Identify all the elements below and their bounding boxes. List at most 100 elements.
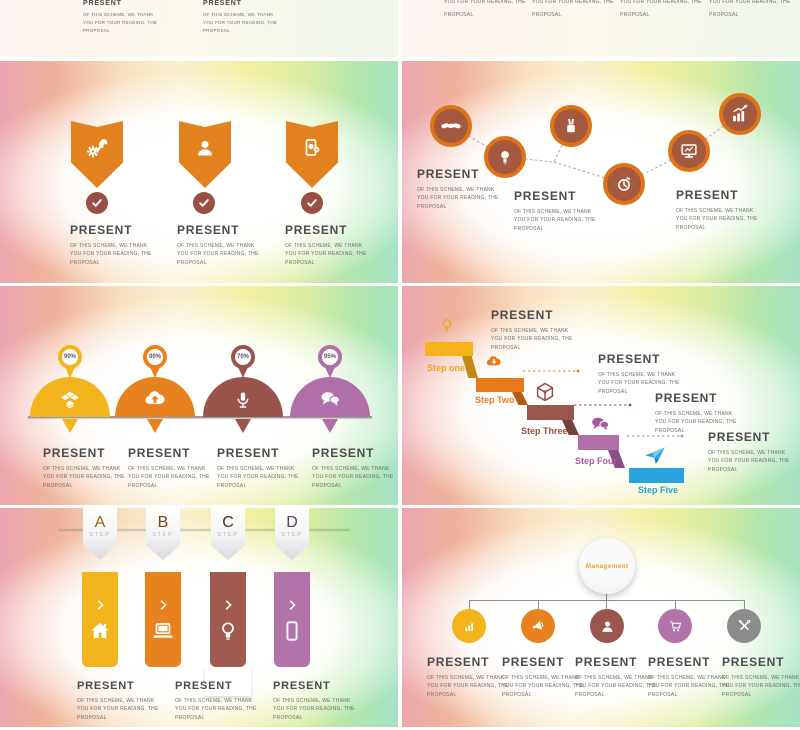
chevron-right-icon — [285, 598, 299, 612]
present-body-line: OF THIS SCHEME, WE THANK — [722, 675, 800, 681]
present-title: PRESENT — [676, 188, 739, 202]
present-title: PRESENT — [285, 223, 348, 237]
slide-thumb-5[interactable]: 90% 80% 70% 95% — [0, 286, 398, 505]
present-block: PRESENT OF THIS SCHEME, WE THANK YOU FOR Y… — [70, 223, 152, 267]
present-body-line: YOU FOR YOUR READING, THE — [708, 458, 790, 465]
present-body-line: OF THIS SCHEME, WE THANK — [128, 466, 206, 472]
pointer-triangle — [322, 419, 338, 433]
present-body-line: PROPOSAL — [43, 482, 73, 489]
present-title: PRESENT — [273, 680, 331, 692]
present-block: PRESENT OF THIS SCHEME, WE THANK YOU FOR Y… — [722, 655, 800, 699]
present-block: PRESENT OF THIS SCHEME, WE THANK YOU FOR Y… — [514, 189, 596, 233]
ribbon-header: D STEP — [275, 508, 309, 560]
timeline-node — [603, 163, 645, 205]
present-body-line: OF THIS SCHEME, WE THANK — [217, 466, 295, 472]
timeline-node — [484, 136, 526, 178]
slide-thumb-3[interactable]: PRESENT OF THIS SCHEME, WE THANK YOU FOR Y… — [0, 61, 398, 283]
white-card — [205, 666, 251, 696]
ribbon-sub-label: STEP — [152, 532, 174, 538]
present-body-line: YOU FOR YOUR READING, THE — [70, 251, 152, 258]
present-block: PRESENT OF THIS SCHEME, WE THANK YOU FOR Y… — [502, 655, 584, 699]
present-block: PRESENT OF THIS SCHEME, WE THANK YOU FOR Y… — [676, 188, 758, 232]
banner-pennant — [179, 121, 231, 188]
chat-bubbles-icon — [588, 412, 612, 436]
present-body-line: PROPOSAL — [312, 482, 342, 489]
present-title: PRESENT — [598, 352, 661, 366]
present-body-line: PROPOSAL — [203, 28, 230, 33]
present-body-line: OF THIS SCHEME, WE THANK — [417, 187, 495, 193]
microphone-icon — [231, 388, 255, 412]
present-body-line: PROPOSAL — [708, 466, 738, 473]
chevron-right-icon — [221, 598, 235, 612]
mobile-payment-icon — [300, 136, 324, 160]
present-body-line: YOU FOR YOUR READING, THE — [128, 474, 210, 481]
present-body-line: PROPOSAL — [273, 714, 303, 721]
present-body-line: PROPOSAL — [532, 12, 562, 18]
ribbon-hang-shadow — [58, 529, 350, 531]
present-body-line: PROPOSAL — [491, 344, 521, 351]
present-body-line: YOU FOR YOUR READING, THE — [273, 706, 355, 713]
step-bar — [476, 378, 524, 392]
connector-line — [744, 600, 745, 609]
present-body-line: OF THIS SCHEME, WE THANK — [285, 243, 363, 249]
present-body-line: OF THIS SCHEME, WE THANK — [273, 698, 351, 704]
present-body-line: PROPOSAL — [655, 427, 685, 434]
present-body-line: OF THIS SCHEME, WE THANK — [514, 209, 592, 215]
present-body-line: YOU FOR YOUR READING, THE — [514, 217, 596, 224]
present-title: PRESENT — [648, 655, 711, 669]
check-icon — [197, 196, 211, 210]
step-bar — [425, 342, 473, 356]
present-block: PRESENT OF THIS SCHEME, WE THANK YOU FOR Y… — [598, 352, 680, 396]
present-body-line: OF THIS SCHEME, WE THANK — [648, 675, 726, 681]
present-title: PRESENT — [722, 655, 785, 669]
present-body-line: PROPOSAL — [427, 691, 457, 698]
present-body-line: PROPOSAL — [417, 203, 447, 210]
present-block: PRESENT OF THIS SCHEME, WE THANK YOU FOR Y… — [43, 446, 125, 490]
present-body-line: YOU FOR YOUR READING, THE — [722, 683, 800, 690]
present-body-line: PROPOSAL — [217, 482, 247, 489]
present-title: PRESENT — [655, 391, 718, 405]
ribbon — [82, 572, 118, 667]
present-body-line: OF THIS SCHEME, WE THANK — [676, 208, 754, 214]
slide-thumb-8[interactable]: Management — [402, 508, 800, 727]
step-label: Step Five — [638, 485, 679, 495]
present-body-line: PROPOSAL — [77, 714, 107, 721]
connector-line — [675, 600, 676, 609]
timeline-node — [719, 93, 761, 135]
present-body-line: OF THIS SCHEME, WE THANK — [43, 466, 121, 472]
connector-line — [538, 600, 539, 609]
present-body-line: PROPOSAL — [128, 482, 158, 489]
present-body-line: YOU FOR YOUR READING, THE — [502, 683, 584, 690]
lightbulb-icon — [215, 618, 241, 644]
ribbon-letter: C — [222, 514, 234, 531]
present-body-line: OF THIS SCHEME, WE THANK — [655, 411, 733, 417]
present-body-line: PROPOSAL — [444, 12, 474, 18]
percent-value: 95% — [318, 345, 342, 369]
present-block: PRESENT OF THIS SCHEME, WE THANK YOU FOR Y… — [128, 446, 210, 490]
present-title: PRESENT — [312, 446, 375, 460]
present-block: PRESENT OF THIS SCHEME, WE THANK YOU FOR Y… — [427, 655, 509, 699]
slide-thumb-4[interactable]: PRESENT OF THIS SCHEME, WE THANK YOU FOR Y… — [402, 61, 800, 283]
dome-shape — [115, 377, 195, 417]
tools-icon — [736, 618, 753, 635]
step-bar — [578, 435, 619, 450]
present-body-line: YOU FOR YOUR READING, THE — [444, 0, 526, 5]
present-block: PRESENT OF THIS SCHEME, WE THANK YOU FOR Y… — [708, 430, 790, 474]
slide-thumb-2[interactable]: YOU FOR YOUR READING, THE PROPOSAL YOU FO… — [402, 0, 800, 57]
present-title: PRESENT — [70, 223, 133, 237]
present-body-line: YOU FOR YOUR READING, THE — [312, 474, 394, 481]
present-block: YOU FOR YOUR READING, THE PROPOSAL — [532, 0, 614, 22]
slide-thumb-1[interactable]: PRESENT OF THIS SCHEME, WE THANK YOU FOR Y… — [0, 0, 398, 57]
present-body-line: PROPOSAL — [575, 691, 605, 698]
ribbon-letter: B — [157, 514, 169, 531]
present-body-line: PROPOSAL — [676, 224, 706, 231]
present-block: PRESENT OF THIS SCHEME, WE THANK YOU FOR Y… — [77, 680, 159, 722]
slide-thumb-6[interactable]: Step one Step Two Step Three Step Four S… — [402, 286, 800, 505]
present-body-line: YOU FOR YOUR READING, THE — [43, 474, 125, 481]
present-body-line: PROPOSAL — [285, 259, 315, 266]
chat-bubbles-icon — [317, 386, 343, 412]
slide-thumb-7[interactable]: A STEP B STEP C STEP D STEP PRESENT OF TH… — [0, 508, 398, 727]
dropbox-icon — [58, 388, 82, 412]
present-body-line: OF THIS SCHEME, WE THANK — [598, 372, 676, 378]
check-icon — [305, 196, 319, 210]
